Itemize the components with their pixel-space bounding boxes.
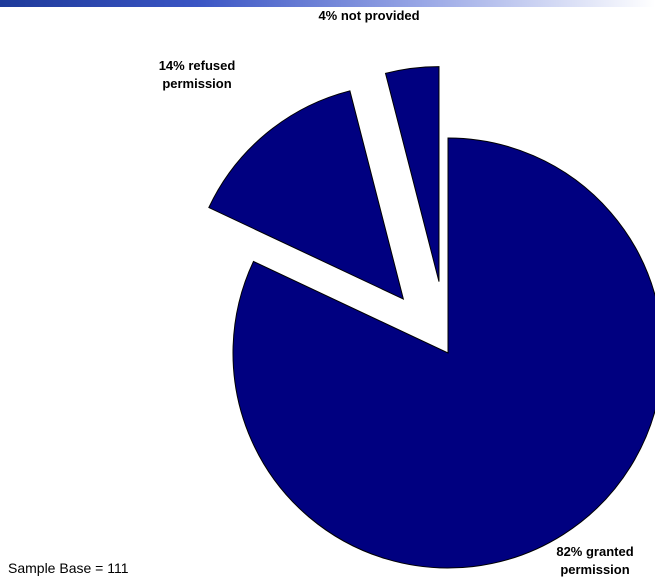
pie-slice-label-0: 82% granted permission (556, 544, 633, 577)
pie-slice-0 (232, 137, 655, 569)
pie-slices (208, 66, 655, 569)
pie-slice-label-line: 4% not provided (318, 8, 419, 23)
pie-slice-label-2: 4% not provided (318, 8, 419, 23)
pie-slice-label-1: 14% refused permission (159, 58, 236, 91)
pie-labels: 82% granted permission 14% refused permissi… (159, 8, 634, 577)
pie-slice-label-line: 14% refused (159, 58, 236, 73)
header-rule (0, 0, 655, 7)
pie-slice-2 (384, 66, 440, 282)
pie-slice-1 (208, 90, 405, 300)
pie-slice-label-line: 82% granted (556, 544, 633, 559)
pie-slice-label-line: permission (560, 562, 629, 577)
pie-slice-label-line: permission (162, 76, 231, 91)
sample-base-note: Sample Base = 111 (8, 560, 129, 576)
